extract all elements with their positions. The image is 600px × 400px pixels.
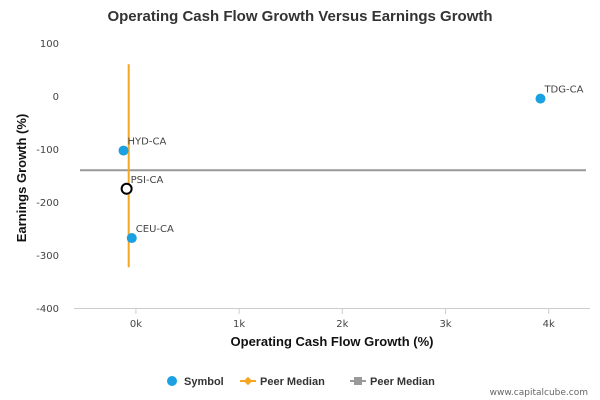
data-point [535, 93, 546, 104]
y-axis-title: Earnings Growth (%) [14, 114, 29, 243]
x-axis-ticks: 0k 1k 2k 3k 4k [130, 308, 555, 330]
x-tick-label: 0k [130, 319, 142, 330]
scatter-points: TDG-CA HYD-CA PSI-CA CEU-CA [118, 85, 584, 244]
data-point [126, 233, 137, 244]
y-tick-label: -100 [36, 145, 59, 156]
legend-square-icon [354, 377, 362, 385]
legend-label: Peer Median [370, 376, 435, 388]
legend-diamond-icon [243, 376, 253, 386]
peer-median-lines [80, 64, 586, 268]
x-tick-label: 3k [439, 319, 451, 330]
chart-title: Operating Cash Flow Growth Versus Earnin… [107, 8, 492, 25]
y-tick-label: -400 [36, 304, 59, 315]
data-point-label: PSI-CA [131, 175, 164, 186]
data-point [118, 145, 129, 156]
data-point-label: CEU-CA [136, 224, 174, 235]
data-point [120, 182, 133, 195]
x-tick-label: 4k [543, 319, 555, 330]
y-tick-label: 0 [53, 92, 59, 103]
legend-symbol-icon [167, 376, 177, 386]
x-tick-label: 2k [336, 319, 348, 330]
data-point-label: HYD-CA [128, 137, 167, 148]
legend-label: Peer Median [260, 376, 325, 388]
credit-text: www.capitalcube.com [490, 388, 588, 398]
y-tick-label: 100 [40, 39, 59, 50]
x-axis-title: Operating Cash Flow Growth (%) [231, 334, 434, 349]
y-tick-label: -200 [36, 198, 59, 209]
y-tick-label: -300 [36, 251, 59, 262]
legend: Symbol Peer Median Peer Median [167, 376, 435, 388]
y-axis-ticks: 100 0 -100 -200 -300 -400 [36, 39, 59, 315]
legend-label: Symbol [184, 376, 224, 388]
data-point-label: TDG-CA [543, 85, 583, 96]
x-tick-label: 1k [233, 319, 245, 330]
